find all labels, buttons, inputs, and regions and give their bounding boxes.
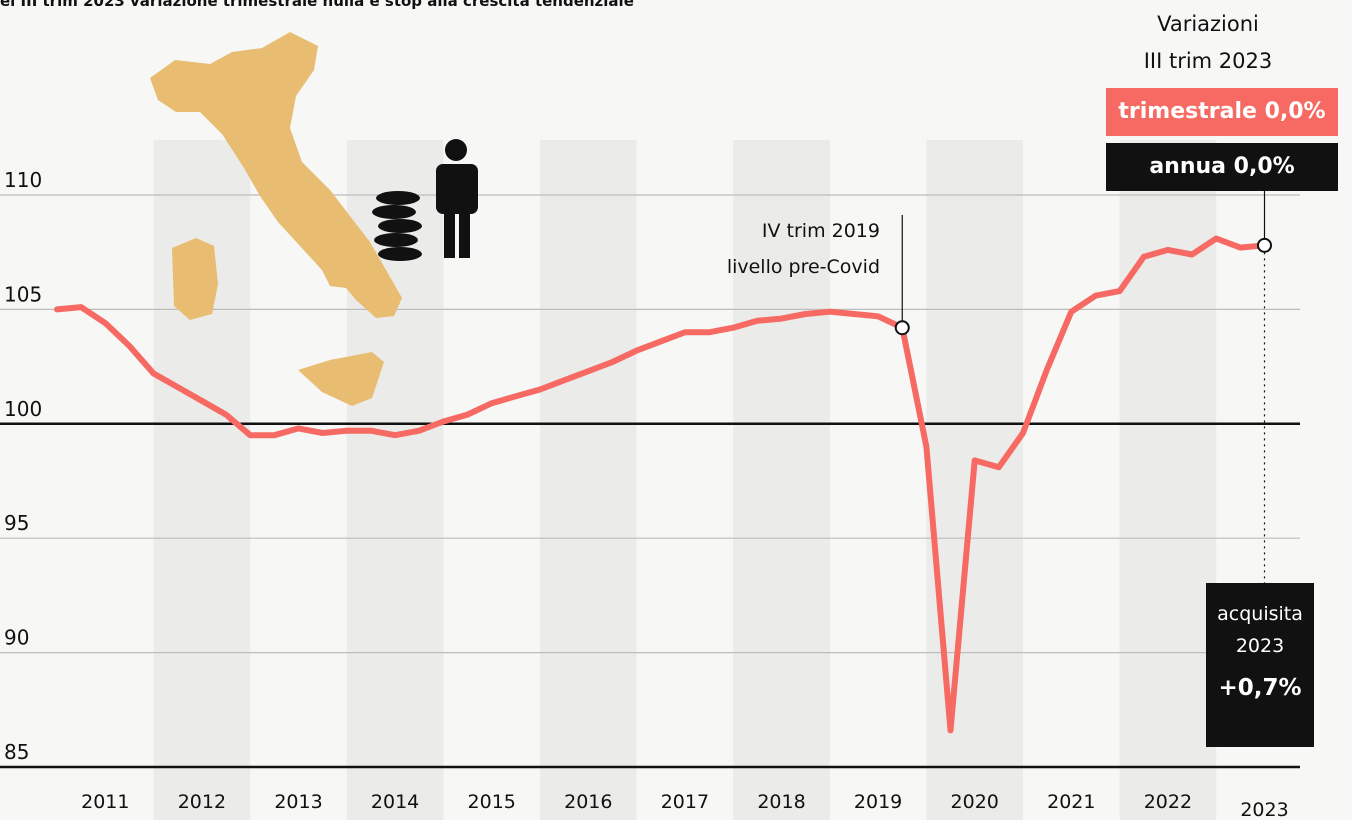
annotation-line2: livello pre-Covid [726, 256, 880, 278]
x-tick-label: 2023 [1240, 799, 1288, 820]
italy-map-icon [172, 238, 218, 320]
x-tick-label: 2015 [468, 791, 516, 813]
x-tick-label: 2020 [951, 791, 999, 813]
y-tick-label: 95 [4, 511, 29, 535]
x-tick-label: 2022 [1144, 791, 1192, 813]
acquired-line2: 2023 [1235, 635, 1285, 657]
data-point-marker [894, 320, 910, 336]
acquired-line1: acquisita [1217, 603, 1303, 625]
x-tick-label: 2014 [371, 791, 419, 813]
annotation-line1: IV trim 2019 [761, 220, 880, 242]
markers [894, 237, 1272, 336]
x-tick-label: 2018 [757, 791, 805, 813]
x-tick-label: 2012 [178, 791, 226, 813]
x-tick-label: 2016 [564, 791, 612, 813]
variations-heading-line1: Variazioni [1157, 12, 1259, 36]
y-axis-ticks: 85 90 95 100 105 110 [4, 168, 42, 764]
pre-covid-annotation: IV trim 2019 livello pre-Covid [700, 213, 880, 285]
y-tick-label: 90 [4, 626, 29, 650]
column-band [1119, 140, 1217, 820]
y-tick-label: 100 [4, 397, 42, 421]
chart-subtitle: el III trim 2023 variazione trimestrale … [0, 0, 634, 10]
acquired-value: +0,7% [1218, 675, 1302, 701]
x-tick-label: 2021 [1047, 791, 1095, 813]
x-tick-label: 2019 [854, 791, 902, 813]
y-tick-label: 105 [4, 282, 42, 306]
italy-map-icon [150, 32, 402, 318]
grid-lines [0, 194, 1300, 654]
coins-stack-icon [372, 191, 422, 261]
column-band [540, 140, 637, 820]
acquired-growth-box: acquisita 2023 +0,7% [1206, 583, 1314, 747]
quarterly-variation-badge: trimestrale 0,0% [1106, 88, 1338, 136]
y-tick-label: 85 [4, 740, 29, 764]
person-icon [436, 139, 478, 258]
column-band [733, 140, 830, 820]
data-point-marker [1257, 237, 1272, 253]
x-tick-label: 2013 [274, 791, 322, 813]
annual-variation-badge: annua 0,0% [1106, 143, 1338, 191]
series-line [54, 235, 1268, 734]
x-axis-ticks: 2011 2012 2013 2014 2015 2016 2017 2018 2019 2020… [81, 791, 1289, 820]
italy-map-icon [298, 352, 384, 406]
x-tick-label: 2011 [81, 791, 129, 813]
variations-heading: Variazioni III trim 2023 [1130, 6, 1286, 80]
y-tick-label: 110 [4, 168, 42, 192]
x-tick-label: 2017 [661, 791, 709, 813]
illustration [150, 32, 478, 406]
variations-heading-line2: III trim 2023 [1143, 49, 1273, 73]
